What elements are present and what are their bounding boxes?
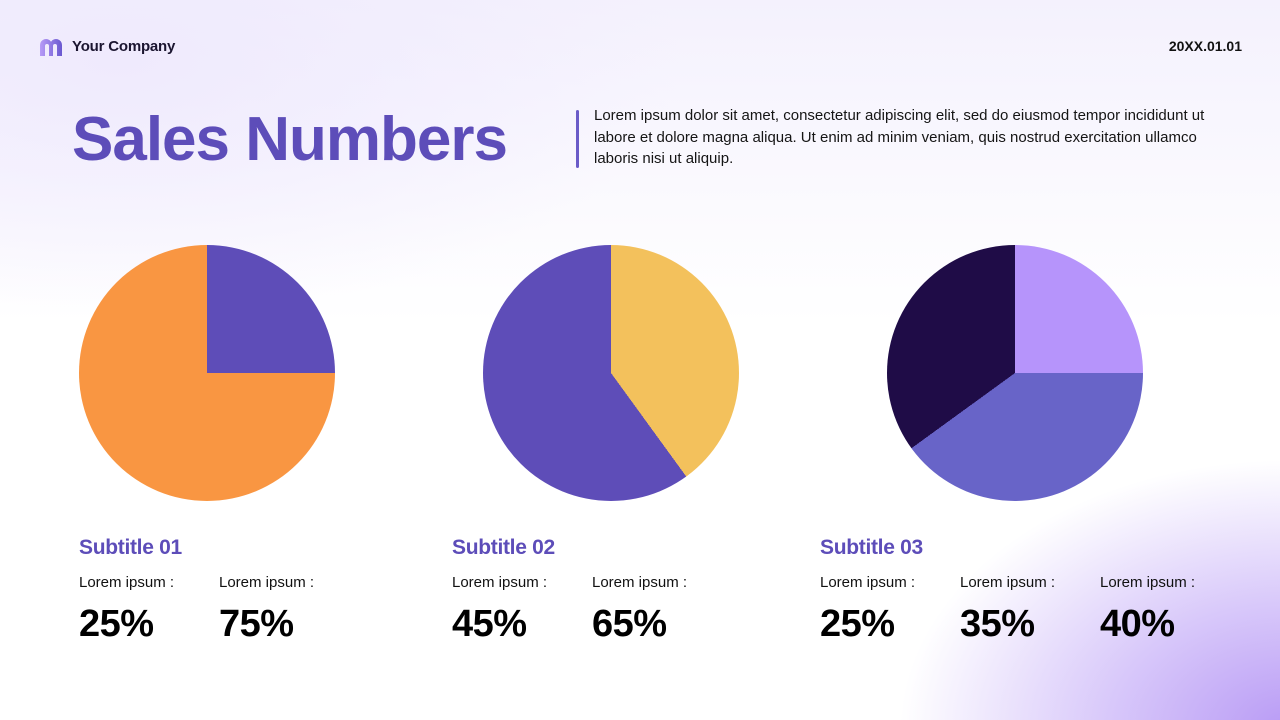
stat: Lorem ipsum : 75% (219, 574, 359, 646)
subtitle: Subtitle 02 (452, 536, 555, 559)
section-1: Subtitle 01 Lorem ipsum : 25% Lorem ipsu… (79, 536, 359, 646)
pie-chart-3 (887, 245, 1143, 501)
stat: Lorem ipsum : 35% (960, 574, 1100, 646)
m-logo-icon (40, 39, 62, 56)
stat-value: 65% (592, 603, 667, 645)
pie-chart-1 (79, 245, 335, 501)
stat-value: 35% (960, 603, 1035, 645)
stat-value: 75% (219, 603, 294, 645)
stat-label: Lorem ipsum : (820, 574, 916, 591)
stat: Lorem ipsum : 25% (820, 574, 960, 646)
stat-label: Lorem ipsum : (219, 574, 315, 591)
stat-value: 25% (820, 603, 895, 645)
stat-value: 40% (1100, 603, 1175, 645)
section-2: Subtitle 02 Lorem ipsum : 45% Lorem ipsu… (452, 536, 732, 646)
stat-label: Lorem ipsum : (592, 574, 688, 591)
stat: Lorem ipsum : 40% (1100, 574, 1234, 646)
company-name: Your Company (72, 38, 176, 55)
page-title: Sales Numbers (72, 105, 508, 174)
description-text: Lorem ipsum dolor sit amet, consectetur … (594, 107, 1205, 167)
stat-label: Lorem ipsum : (960, 574, 1056, 591)
stat-value: 25% (79, 603, 154, 645)
subtitle: Subtitle 03 (820, 536, 923, 559)
section-3: Subtitle 03 Lorem ipsum : 25% Lorem ipsu… (820, 536, 1234, 646)
stat: Lorem ipsum : 65% (592, 574, 732, 646)
stat: Lorem ipsum : 45% (452, 574, 592, 646)
stat-value: 45% (452, 603, 527, 645)
pie-chart-2 (483, 245, 739, 501)
date-label: 20XX.01.01 (1168, 38, 1242, 54)
description-divider (576, 110, 579, 168)
stat: Lorem ipsum : 25% (79, 574, 219, 646)
stat-label: Lorem ipsum : (79, 574, 175, 591)
company-logo: Your Company (38, 37, 175, 56)
subtitle: Subtitle 01 (79, 536, 182, 559)
stat-label: Lorem ipsum : (1100, 574, 1196, 591)
stat-label: Lorem ipsum : (452, 574, 548, 591)
